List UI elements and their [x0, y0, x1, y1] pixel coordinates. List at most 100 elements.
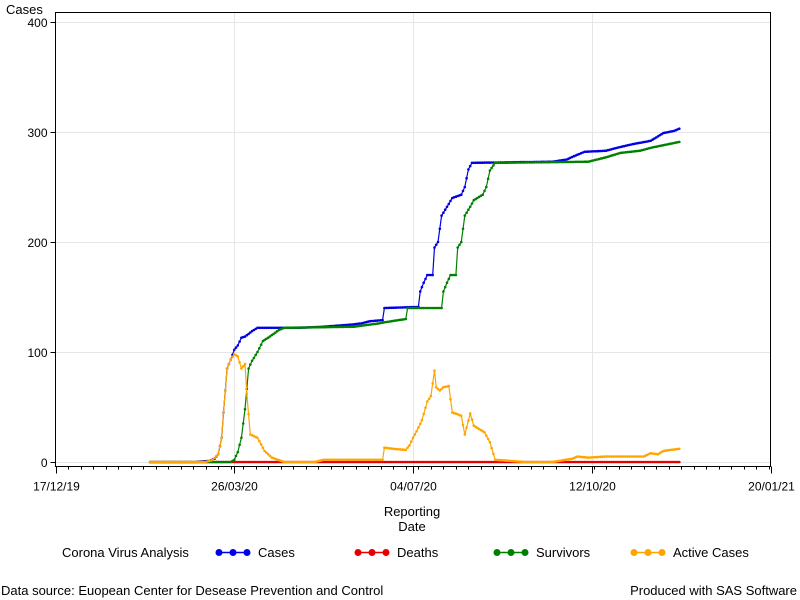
data-point	[238, 361, 241, 364]
data-point	[533, 460, 536, 464]
data-point	[249, 460, 252, 464]
data-point	[411, 460, 415, 464]
data-point	[184, 460, 188, 464]
data-point	[493, 460, 497, 464]
data-point	[647, 460, 651, 464]
data-point	[265, 451, 268, 454]
data-point	[249, 331, 252, 334]
data-point	[454, 273, 458, 277]
data-point	[413, 433, 417, 436]
data-point	[628, 455, 631, 458]
data-point	[420, 418, 424, 422]
data-point	[449, 199, 452, 203]
data-point	[222, 411, 225, 414]
data-point	[663, 460, 667, 464]
series-line	[150, 128, 680, 463]
data-point	[467, 168, 470, 171]
data-point	[293, 460, 297, 464]
data-point	[440, 214, 443, 217]
data-point	[449, 273, 452, 277]
data-point	[342, 460, 345, 464]
data-point	[334, 460, 338, 464]
data-point	[569, 160, 572, 164]
data-point	[329, 460, 333, 464]
data-point	[576, 160, 579, 164]
data-point	[313, 326, 317, 329]
data-point	[397, 306, 401, 309]
data-point	[308, 326, 311, 329]
data-point	[524, 161, 527, 164]
data-point	[261, 446, 265, 450]
data-point	[245, 333, 249, 337]
data-point	[461, 423, 465, 427]
data-point	[524, 460, 527, 464]
data-point	[302, 326, 306, 329]
data-point	[354, 458, 358, 462]
data-point	[263, 326, 266, 330]
data-point	[586, 460, 590, 464]
data-point	[635, 460, 638, 464]
data-point	[372, 460, 376, 464]
data-point	[249, 363, 252, 366]
data-point	[350, 325, 354, 329]
data-point	[640, 455, 644, 458]
data-point	[465, 211, 468, 214]
data-point	[275, 330, 279, 333]
data-point	[472, 161, 476, 165]
data-source-note: Data source: Euopean Center for Desease …	[1, 583, 384, 598]
data-point	[592, 150, 595, 153]
data-point	[229, 358, 232, 362]
data-point	[415, 429, 418, 433]
data-point	[424, 460, 427, 464]
data-point	[585, 160, 588, 163]
data-point	[361, 458, 365, 462]
data-point	[427, 306, 431, 310]
data-point	[338, 460, 342, 464]
data-point	[442, 211, 445, 214]
data-point	[250, 359, 254, 363]
data-point	[270, 326, 274, 330]
data-point	[386, 460, 390, 464]
data-point	[540, 460, 543, 464]
data-point	[624, 455, 627, 458]
data-point	[258, 439, 261, 443]
data-point	[576, 460, 579, 464]
data-point	[440, 460, 443, 464]
data-point	[409, 306, 413, 310]
data-point	[377, 460, 381, 464]
data-point	[334, 458, 338, 462]
data-point	[367, 460, 370, 464]
data-point	[443, 460, 447, 464]
data-point	[631, 455, 635, 458]
data-point	[544, 160, 547, 164]
data-point	[401, 306, 404, 309]
data-point	[624, 460, 627, 464]
data-point	[300, 460, 304, 464]
data-point	[168, 460, 172, 464]
data-point	[331, 458, 334, 462]
data-point	[409, 440, 413, 443]
series-line	[150, 353, 680, 463]
data-point	[468, 164, 472, 168]
data-point	[665, 460, 669, 464]
data-point	[166, 460, 170, 464]
data-point	[678, 460, 681, 464]
data-point	[492, 452, 495, 456]
data-point	[476, 161, 479, 164]
data-point	[426, 460, 429, 464]
data-point	[286, 460, 290, 464]
data-point	[384, 460, 388, 464]
data-point	[458, 460, 461, 464]
data-point	[678, 127, 681, 130]
data-point	[252, 460, 256, 464]
data-point	[429, 273, 433, 277]
data-point	[447, 202, 451, 206]
data-point	[678, 447, 681, 451]
data-point	[585, 460, 588, 464]
data-point	[678, 140, 681, 144]
data-point	[676, 460, 679, 464]
data-point	[629, 455, 633, 458]
legend-label: Deaths	[397, 545, 439, 560]
legend-swatch-marker	[507, 549, 515, 556]
y-tick-label: 0	[41, 456, 48, 470]
